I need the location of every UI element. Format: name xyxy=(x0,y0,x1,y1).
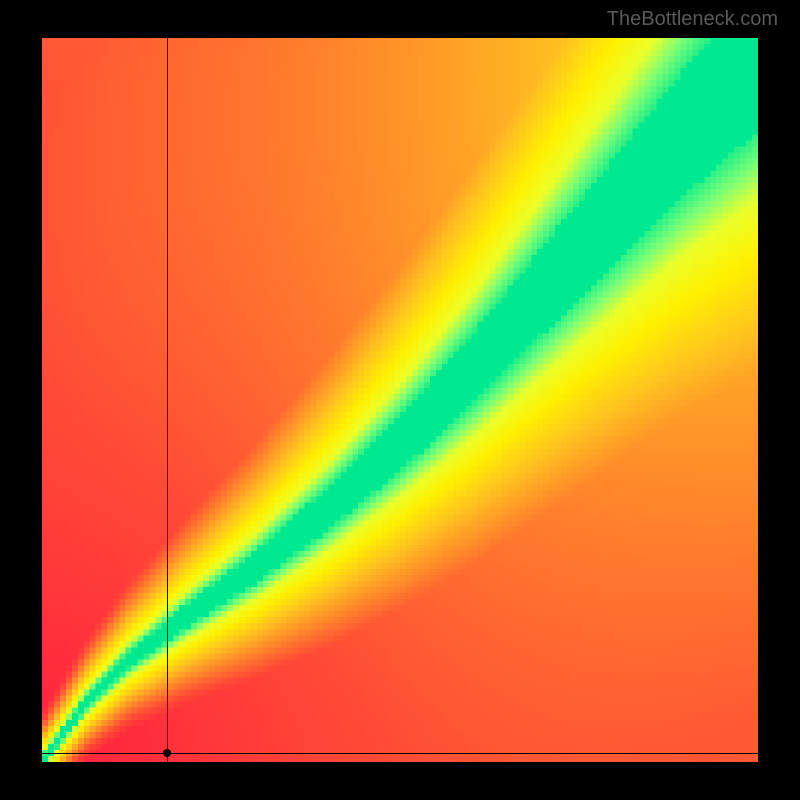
crosshair-horizontal-line xyxy=(42,753,758,754)
marker-dot xyxy=(163,749,171,757)
bottleneck-heatmap xyxy=(42,38,758,762)
watermark-text: TheBottleneck.com xyxy=(607,8,778,31)
crosshair-vertical-line xyxy=(167,38,168,762)
plot-area xyxy=(42,38,758,762)
